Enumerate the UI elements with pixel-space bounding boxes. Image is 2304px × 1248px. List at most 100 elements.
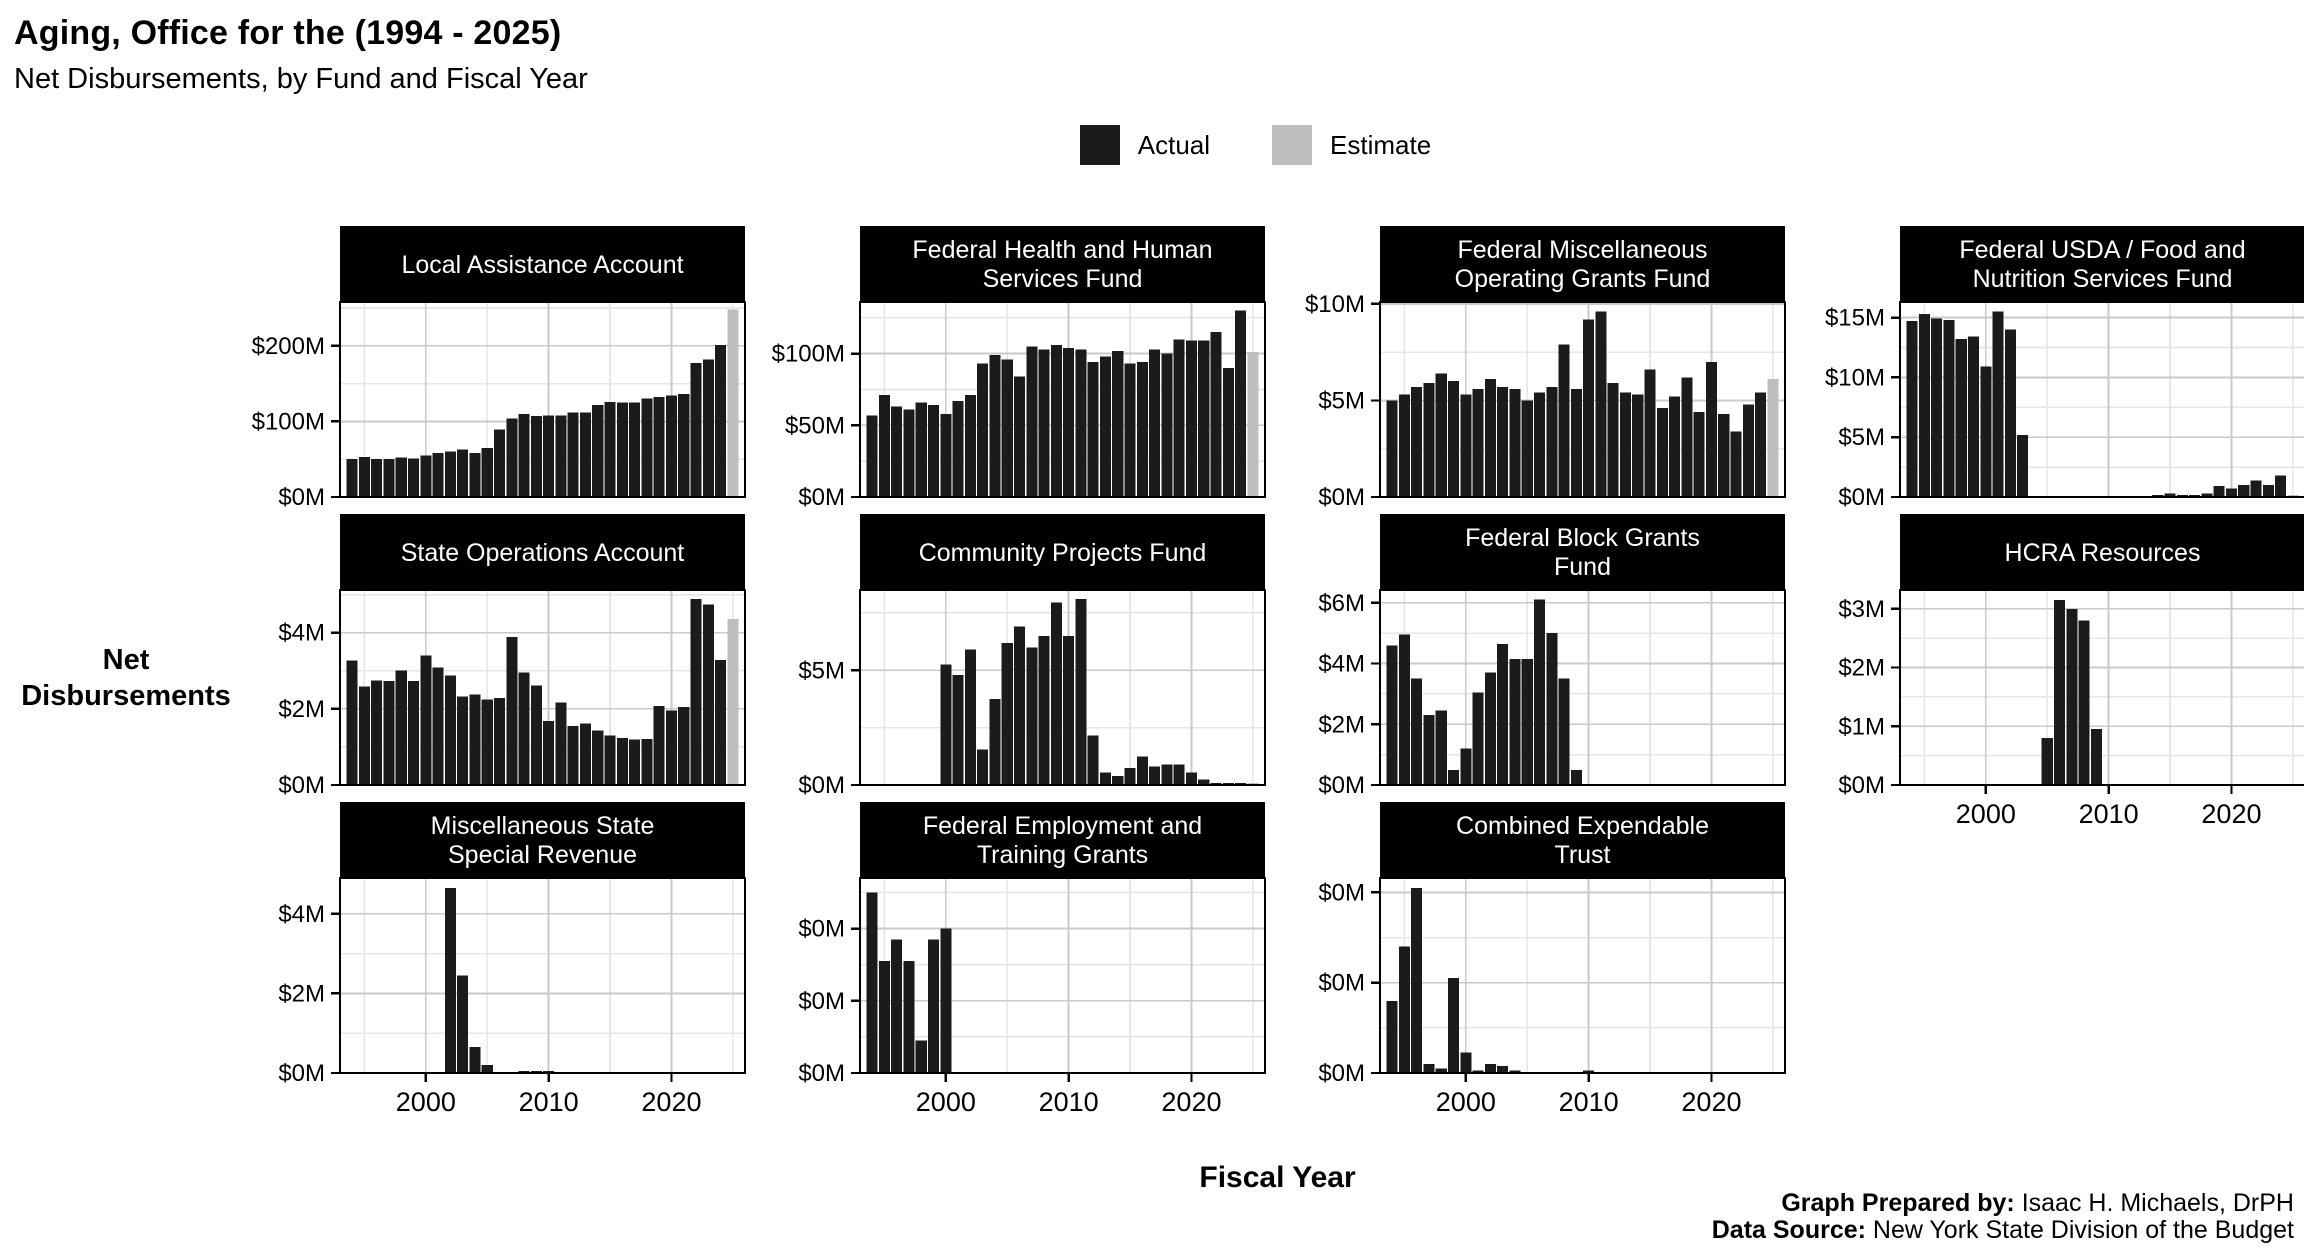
svg-text:Community Projects Fund: Community Projects Fund bbox=[919, 539, 1207, 567]
svg-text:$10M: $10M bbox=[1825, 364, 1885, 391]
legend-label-estimate: Estimate bbox=[1330, 129, 1432, 160]
svg-text:Federal Health and Human: Federal Health and Human bbox=[912, 236, 1212, 264]
svg-text:Special Revenue: Special Revenue bbox=[448, 841, 637, 869]
svg-text:2010: 2010 bbox=[2079, 799, 2139, 829]
facet-panel: Federal Employment and Training Grants $0M… bbox=[770, 802, 1267, 1117]
svg-text:$4M: $4M bbox=[278, 620, 325, 647]
svg-text:$0M: $0M bbox=[798, 1060, 845, 1087]
facet-panel: Combined Expendable Trust $0M $0M $0M 2000 201… bbox=[1290, 802, 1787, 1117]
svg-text:$0M: $0M bbox=[1838, 772, 1885, 799]
svg-text:$0M: $0M bbox=[1318, 484, 1365, 511]
facet-chart: Local Assistance Account $0M $100M $200M bbox=[252, 226, 747, 511]
svg-text:Miscellaneous State: Miscellaneous State bbox=[431, 812, 655, 840]
svg-text:2000: 2000 bbox=[1956, 799, 2016, 829]
svg-text:Federal Employment and: Federal Employment and bbox=[923, 812, 1202, 840]
svg-text:$5M: $5M bbox=[798, 657, 845, 684]
svg-text:$50M: $50M bbox=[785, 412, 845, 439]
x-axis-title: Fiscal Year bbox=[1199, 1161, 1356, 1194]
svg-text:2000: 2000 bbox=[916, 1087, 976, 1117]
svg-text:$6M: $6M bbox=[1318, 590, 1365, 617]
svg-text:HCRA Resources: HCRA Resources bbox=[2005, 539, 2201, 567]
credits: Graph Prepared by: Isaac H. Michaels, Dr… bbox=[1712, 1190, 2294, 1243]
svg-text:Federal USDA / Food and: Federal USDA / Food and bbox=[1959, 236, 2245, 264]
page-title: Aging, Office for the (1994 - 2025) bbox=[14, 14, 562, 52]
svg-text:2020: 2020 bbox=[641, 1087, 701, 1117]
legend-swatch-actual-icon bbox=[1079, 125, 1120, 165]
svg-text:Operating Grants Fund: Operating Grants Fund bbox=[1455, 265, 1711, 293]
svg-text:2020: 2020 bbox=[2201, 799, 2261, 829]
svg-text:2010: 2010 bbox=[1039, 1087, 1099, 1117]
facet-chart: Community Projects Fund $0M $5M bbox=[798, 514, 1267, 799]
svg-text:$0M: $0M bbox=[798, 484, 845, 511]
facet-panel: Federal Health and Human Services Fund $0M… bbox=[770, 226, 1267, 511]
svg-text:Trust: Trust bbox=[1554, 841, 1610, 869]
svg-text:$100M: $100M bbox=[772, 341, 845, 368]
svg-text:$0M: $0M bbox=[1318, 1060, 1365, 1087]
svg-text:$200M: $200M bbox=[252, 333, 325, 360]
svg-text:2000: 2000 bbox=[1436, 1087, 1496, 1117]
facet-panel: Miscellaneous State Special Revenue $0M $2M… bbox=[250, 802, 747, 1117]
svg-text:$2M: $2M bbox=[278, 980, 325, 1007]
svg-text:$2M: $2M bbox=[278, 696, 325, 723]
svg-text:$0M: $0M bbox=[798, 988, 845, 1015]
legend-swatch-estimate-icon bbox=[1272, 125, 1313, 165]
svg-text:Nutrition Services Fund: Nutrition Services Fund bbox=[1973, 265, 2233, 293]
svg-text:$0M: $0M bbox=[1318, 879, 1365, 906]
facet-panel: HCRA Resources $0M $1M $2M $3M 2000 2010 2020 bbox=[1810, 514, 2304, 829]
credit-prepared-by: Graph Prepared by: Isaac H. Michaels, Dr… bbox=[1781, 1189, 2294, 1217]
svg-text:$5M: $5M bbox=[1318, 387, 1365, 414]
svg-text:$1M: $1M bbox=[1838, 713, 1885, 740]
svg-text:$15M: $15M bbox=[1825, 305, 1885, 332]
legend-label-actual: Actual bbox=[1137, 129, 1211, 160]
svg-text:Federal Miscellaneous: Federal Miscellaneous bbox=[1457, 236, 1707, 264]
svg-text:Training Grants: Training Grants bbox=[977, 841, 1148, 869]
facet-panel: Local Assistance Account $0M $100M $200M bbox=[250, 226, 747, 511]
svg-text:$5M: $5M bbox=[1838, 424, 1885, 451]
svg-text:$0M: $0M bbox=[798, 772, 845, 799]
svg-text:Federal Block Grants: Federal Block Grants bbox=[1465, 524, 1700, 552]
facet-panel: Federal USDA / Food and Nutrition Service… bbox=[1810, 226, 2304, 511]
svg-text:$0M: $0M bbox=[278, 484, 325, 511]
svg-text:$0M: $0M bbox=[798, 916, 845, 943]
svg-text:$4M: $4M bbox=[1318, 651, 1365, 678]
svg-text:Services Fund: Services Fund bbox=[983, 265, 1143, 293]
svg-text:$0M: $0M bbox=[1318, 970, 1365, 997]
svg-text:$2M: $2M bbox=[1318, 711, 1365, 738]
svg-text:$100M: $100M bbox=[252, 408, 325, 435]
svg-text:2010: 2010 bbox=[519, 1087, 579, 1117]
facet-chart: HCRA Resources $0M $1M $2M $3M 2000 2010 2020 bbox=[1838, 514, 2304, 829]
page-subtitle: Net Disbursements, by Fund and Fiscal Ye… bbox=[14, 63, 588, 95]
svg-text:Local Assistance Account: Local Assistance Account bbox=[401, 251, 683, 279]
facet-panel: State Operations Account $0M $2M $4M bbox=[250, 514, 747, 799]
facet-chart: State Operations Account $0M $2M $4M bbox=[278, 514, 747, 799]
svg-text:2020: 2020 bbox=[1681, 1087, 1741, 1117]
svg-text:$0M: $0M bbox=[278, 1060, 325, 1087]
svg-text:$2M: $2M bbox=[1838, 655, 1885, 682]
svg-text:2010: 2010 bbox=[1559, 1087, 1619, 1117]
svg-text:2000: 2000 bbox=[396, 1087, 456, 1117]
facet-panel: Community Projects Fund $0M $5M bbox=[770, 514, 1267, 799]
svg-text:Fund: Fund bbox=[1554, 553, 1611, 581]
facet-panel: Federal Block Grants Fund $0M $2M $4M $6M bbox=[1290, 514, 1787, 799]
legend: Actual Estimate bbox=[250, 122, 2304, 168]
svg-text:$0M: $0M bbox=[1838, 484, 1885, 511]
svg-text:$3M: $3M bbox=[1838, 596, 1885, 623]
credit-data-source: Data Source: New York State Division of … bbox=[1711, 1215, 2294, 1244]
svg-text:$10M: $10M bbox=[1305, 291, 1365, 318]
svg-text:$0M: $0M bbox=[1318, 772, 1365, 799]
svg-text:2020: 2020 bbox=[1161, 1087, 1221, 1117]
y-axis-title: Net Disbursements bbox=[21, 644, 231, 713]
facet-grid: Local Assistance Account $0M $100M $200M Fed… bbox=[250, 226, 2304, 1117]
svg-text:Combined Expendable: Combined Expendable bbox=[1456, 812, 1709, 840]
svg-text:State Operations Account: State Operations Account bbox=[401, 539, 685, 567]
svg-text:$4M: $4M bbox=[278, 901, 325, 928]
svg-text:$0M: $0M bbox=[278, 772, 325, 799]
